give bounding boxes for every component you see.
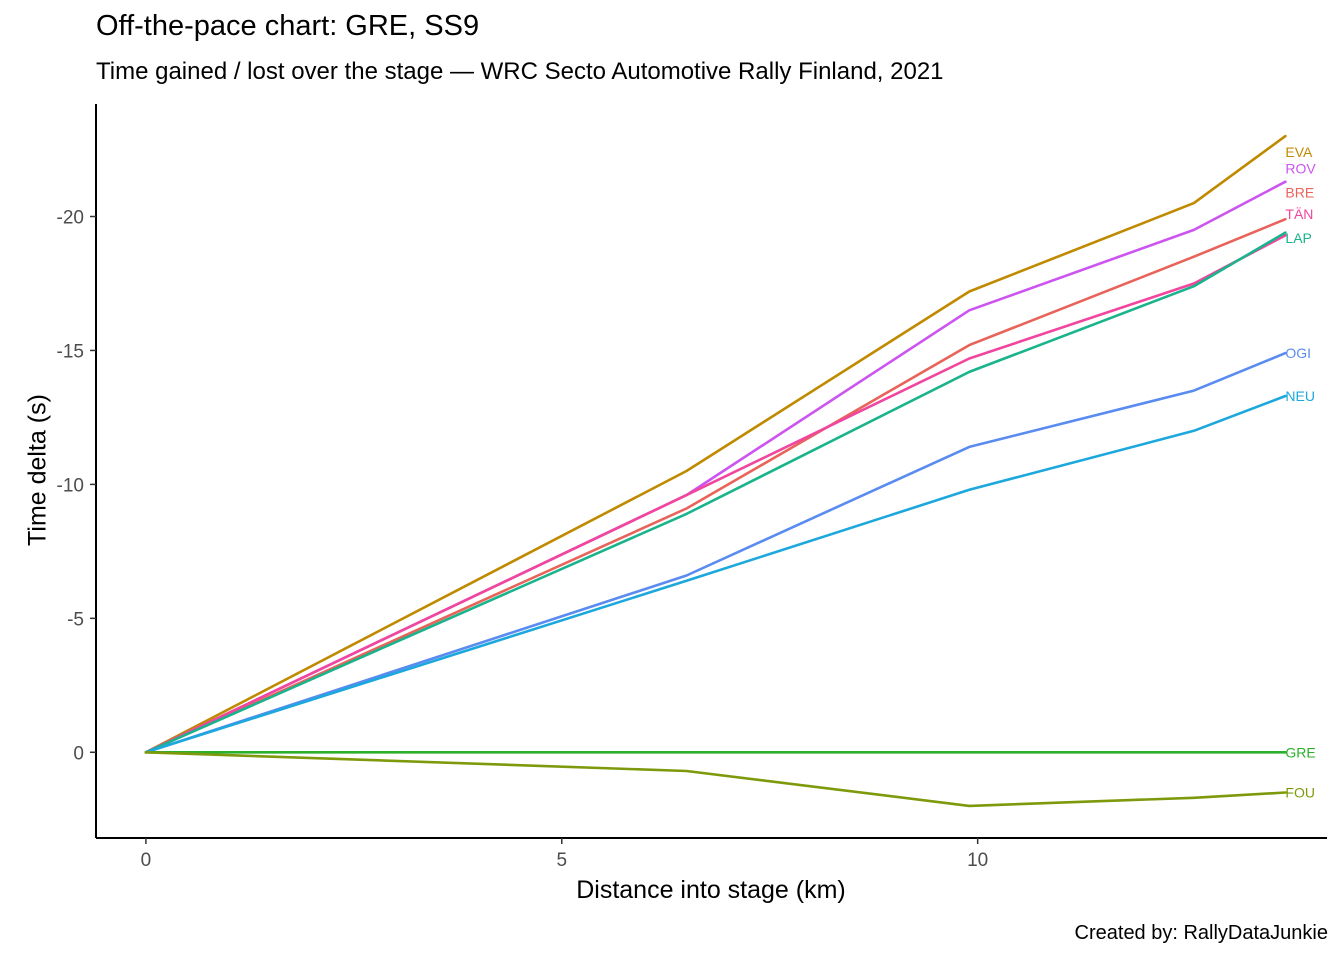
- series-end-label: GRE: [1285, 744, 1315, 760]
- series-end-label: EVA: [1285, 144, 1313, 160]
- axes: -20 -15 -10 -5 0 0 5 10: [57, 104, 1327, 871]
- x-tick-label: 0: [141, 850, 152, 871]
- y-tick-label: -5: [67, 609, 84, 630]
- y-tick-label: -10: [57, 475, 84, 496]
- series-end-label: NEU: [1285, 388, 1315, 404]
- series-end-label: TÄN: [1285, 206, 1313, 222]
- series-line-lap: [144, 231, 1287, 754]
- x-tick-label: 5: [556, 850, 567, 871]
- y-tick-label: -20: [57, 208, 84, 229]
- chart-caption: Created by: RallyDataJunkie: [1074, 922, 1328, 944]
- series-end-label: FOU: [1285, 784, 1315, 800]
- chart-title: Off-the-pace chart: GRE, SS9: [96, 10, 480, 42]
- y-tick-label: -15: [57, 341, 84, 362]
- series-end-label: BRE: [1285, 184, 1314, 200]
- series-line-fou: [144, 750, 1287, 808]
- series-line-eva: [144, 134, 1287, 754]
- series-end-label: ROV: [1285, 160, 1316, 176]
- series-end-label: LAP: [1285, 230, 1311, 246]
- series-line-rov: [144, 180, 1287, 754]
- series-end-label: OGI: [1285, 345, 1311, 361]
- series-line-ogi: [144, 351, 1287, 754]
- chart-subtitle: Time gained / lost over the stage — WRC …: [96, 58, 944, 85]
- series-lines: [144, 134, 1287, 808]
- series-line-neu: [144, 394, 1287, 754]
- series-line-bre: [144, 217, 1287, 754]
- y-axis-label: Time delta (s): [23, 394, 52, 546]
- x-axis-label: Distance into stage (km): [576, 876, 846, 904]
- y-tick-label: 0: [73, 743, 84, 764]
- x-tick-label: 10: [967, 850, 988, 871]
